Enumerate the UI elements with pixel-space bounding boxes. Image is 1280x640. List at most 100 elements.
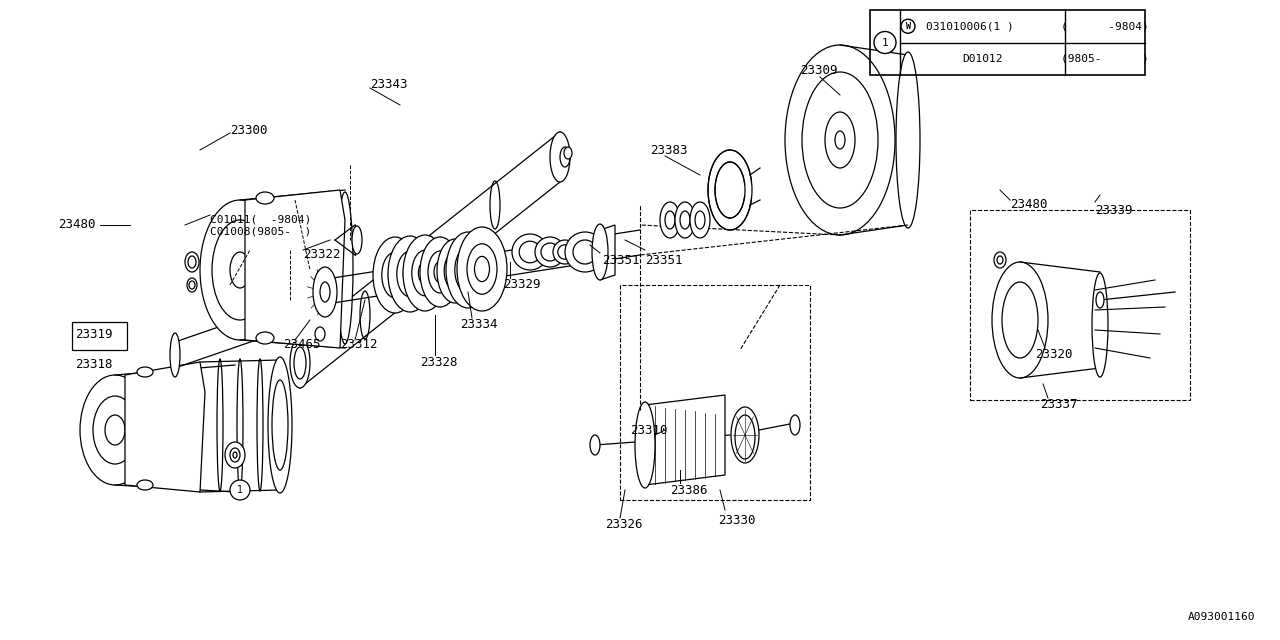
Ellipse shape: [666, 211, 675, 229]
Text: 23337: 23337: [1039, 399, 1078, 412]
Ellipse shape: [397, 251, 424, 297]
Ellipse shape: [189, 281, 195, 289]
Text: 23328: 23328: [420, 355, 457, 369]
Polygon shape: [645, 395, 724, 485]
Text: A093001160: A093001160: [1188, 612, 1254, 622]
Ellipse shape: [420, 237, 460, 307]
Text: 23312: 23312: [340, 339, 378, 351]
Text: 23351: 23351: [602, 253, 640, 266]
Text: (      -9804): ( -9804): [1061, 21, 1149, 31]
Text: 23383: 23383: [650, 143, 687, 157]
Ellipse shape: [256, 332, 274, 344]
Text: 23480: 23480: [1010, 198, 1047, 211]
Ellipse shape: [564, 232, 605, 272]
Circle shape: [230, 480, 250, 500]
Text: 23330: 23330: [718, 513, 755, 527]
Bar: [970, 210, 1190, 400]
Ellipse shape: [550, 132, 570, 182]
Text: 23339: 23339: [1094, 204, 1133, 216]
Bar: [620, 285, 810, 500]
Text: 1: 1: [882, 38, 888, 47]
Ellipse shape: [372, 237, 417, 313]
Ellipse shape: [992, 262, 1048, 378]
Text: 23343: 23343: [370, 79, 407, 92]
Ellipse shape: [896, 52, 920, 228]
Ellipse shape: [186, 252, 198, 272]
Text: 23351: 23351: [645, 253, 682, 266]
Ellipse shape: [457, 227, 507, 311]
Text: 23386: 23386: [669, 483, 708, 497]
Ellipse shape: [428, 251, 452, 293]
Bar: [72, 322, 127, 350]
Ellipse shape: [690, 202, 710, 238]
Ellipse shape: [315, 327, 325, 341]
Ellipse shape: [558, 244, 572, 259]
Circle shape: [901, 19, 915, 33]
Bar: [870, 10, 1146, 75]
Ellipse shape: [454, 247, 481, 293]
Ellipse shape: [79, 375, 150, 485]
Ellipse shape: [419, 262, 431, 284]
Ellipse shape: [444, 252, 466, 290]
Ellipse shape: [695, 211, 705, 229]
Ellipse shape: [512, 234, 548, 270]
Text: 23318: 23318: [76, 358, 113, 371]
Ellipse shape: [225, 442, 244, 468]
Ellipse shape: [635, 402, 655, 488]
Text: 23309: 23309: [800, 63, 837, 77]
Circle shape: [874, 31, 896, 54]
Ellipse shape: [561, 147, 570, 167]
Text: 23480: 23480: [58, 218, 96, 232]
Ellipse shape: [294, 347, 306, 379]
Text: 23322: 23322: [303, 248, 340, 262]
Text: 23465: 23465: [283, 339, 320, 351]
Ellipse shape: [445, 232, 490, 308]
Ellipse shape: [105, 415, 125, 445]
Text: 23319: 23319: [76, 328, 113, 342]
Ellipse shape: [273, 380, 288, 470]
Ellipse shape: [187, 278, 197, 292]
Ellipse shape: [381, 252, 408, 298]
Ellipse shape: [573, 240, 596, 264]
Ellipse shape: [461, 259, 475, 282]
Ellipse shape: [449, 261, 461, 280]
Ellipse shape: [137, 367, 154, 377]
Ellipse shape: [803, 72, 878, 208]
Ellipse shape: [995, 252, 1006, 268]
Text: 031010006(1 ): 031010006(1 ): [927, 21, 1014, 31]
Ellipse shape: [660, 202, 680, 238]
Text: C01011(  -9804): C01011( -9804): [210, 215, 311, 225]
Ellipse shape: [268, 357, 292, 493]
Polygon shape: [125, 362, 205, 492]
Ellipse shape: [188, 256, 196, 268]
Text: C01008(9805-  ): C01008(9805- ): [210, 227, 311, 237]
Ellipse shape: [291, 338, 310, 388]
Ellipse shape: [553, 240, 577, 264]
Ellipse shape: [233, 452, 237, 458]
Text: 23329: 23329: [503, 278, 540, 291]
Text: 23334: 23334: [460, 319, 498, 332]
Text: 23326: 23326: [605, 518, 643, 531]
Ellipse shape: [230, 252, 250, 288]
Ellipse shape: [1002, 282, 1038, 358]
Ellipse shape: [790, 415, 800, 435]
Ellipse shape: [541, 243, 559, 261]
Ellipse shape: [1096, 292, 1103, 308]
Ellipse shape: [352, 226, 362, 254]
Ellipse shape: [256, 192, 274, 204]
Ellipse shape: [403, 262, 416, 285]
Ellipse shape: [170, 333, 180, 377]
Ellipse shape: [785, 45, 895, 235]
Ellipse shape: [835, 131, 845, 149]
Ellipse shape: [412, 250, 438, 296]
Ellipse shape: [826, 112, 855, 168]
Polygon shape: [244, 190, 346, 348]
Ellipse shape: [388, 264, 402, 286]
Text: W: W: [905, 22, 910, 31]
Ellipse shape: [731, 407, 759, 463]
Ellipse shape: [314, 267, 337, 317]
Ellipse shape: [520, 241, 540, 263]
Ellipse shape: [315, 283, 325, 327]
Ellipse shape: [716, 162, 745, 218]
Ellipse shape: [564, 147, 572, 159]
